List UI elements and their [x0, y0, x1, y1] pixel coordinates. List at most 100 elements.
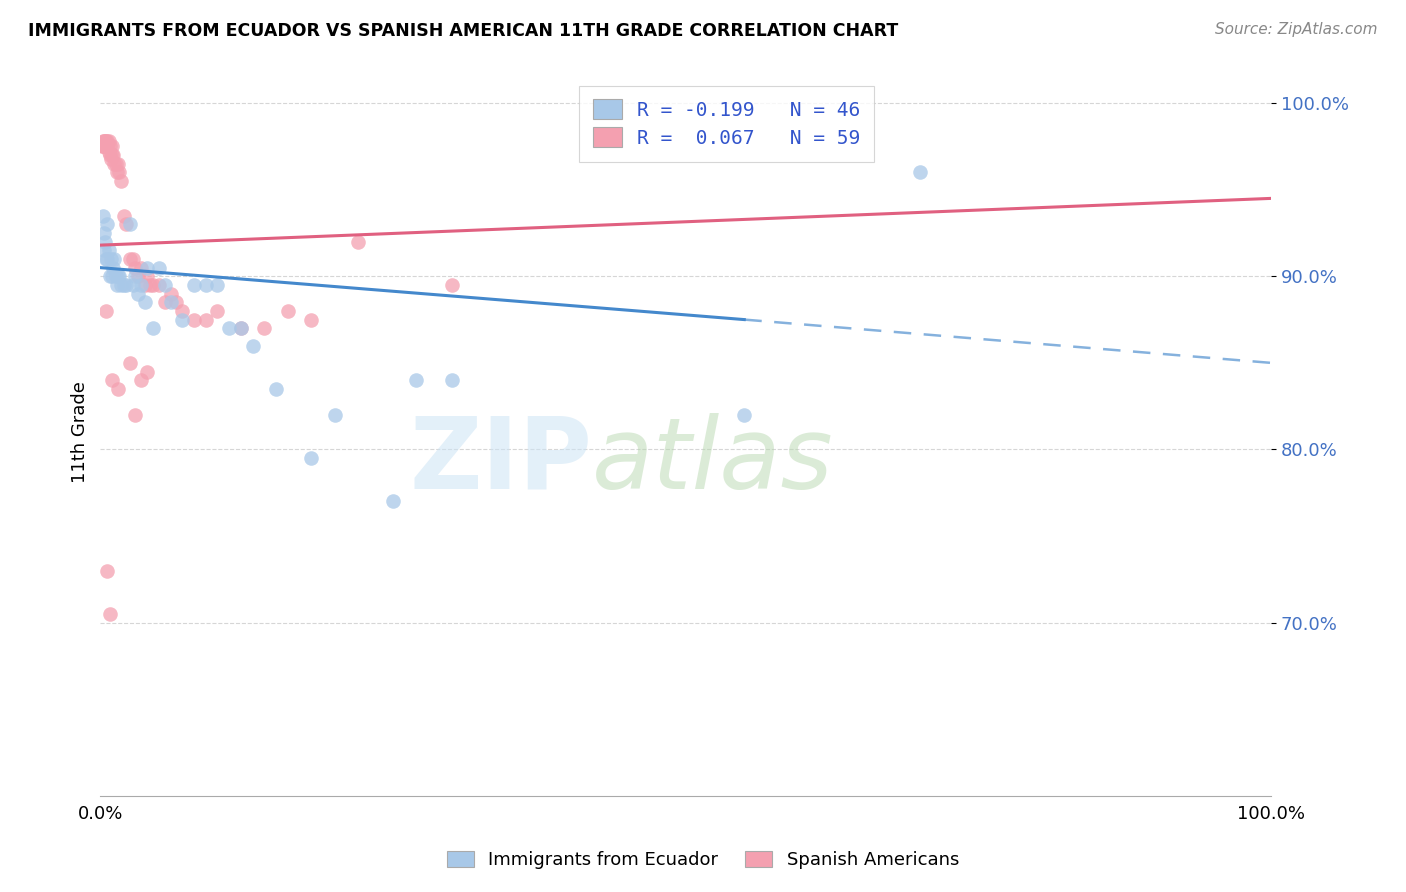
- Point: [299, 451, 322, 466]
- Point: [153, 277, 176, 292]
- Point: [165, 295, 187, 310]
- Point: [105, 165, 128, 179]
- Text: ZIP: ZIP: [409, 413, 592, 509]
- Point: [118, 252, 141, 266]
- Point: [98, 607, 121, 621]
- Point: [124, 408, 146, 422]
- Point: [124, 260, 146, 275]
- Point: [440, 277, 463, 292]
- Point: [183, 277, 205, 292]
- Point: [104, 157, 127, 171]
- Point: [110, 174, 132, 188]
- Legend: R = -0.199   N = 46, R =  0.067   N = 59: R = -0.199 N = 46, R = 0.067 N = 59: [579, 86, 875, 161]
- Point: [299, 312, 322, 326]
- Point: [100, 152, 122, 166]
- Point: [112, 277, 135, 292]
- Point: [131, 373, 153, 387]
- Point: [405, 373, 427, 387]
- Point: [98, 139, 121, 153]
- Point: [183, 312, 205, 326]
- Point: [91, 209, 114, 223]
- Point: [382, 494, 405, 508]
- Point: [97, 244, 120, 258]
- Point: [118, 218, 141, 232]
- Point: [159, 286, 181, 301]
- Point: [96, 218, 118, 232]
- Point: [148, 277, 170, 292]
- Point: [100, 252, 122, 266]
- Point: [218, 321, 240, 335]
- Point: [242, 338, 264, 352]
- Point: [96, 134, 118, 148]
- Point: [148, 260, 170, 275]
- Legend: Immigrants from Ecuador, Spanish Americans: Immigrants from Ecuador, Spanish America…: [437, 842, 969, 879]
- Point: [90, 139, 112, 153]
- Point: [194, 312, 217, 326]
- Point: [172, 312, 194, 326]
- Point: [136, 269, 159, 284]
- Point: [142, 277, 165, 292]
- Point: [122, 277, 145, 292]
- Point: [207, 277, 229, 292]
- Point: [101, 139, 124, 153]
- Point: [733, 408, 755, 422]
- Point: [229, 321, 252, 335]
- Point: [98, 148, 121, 162]
- Point: [101, 269, 124, 284]
- Point: [96, 139, 118, 153]
- Point: [347, 235, 370, 249]
- Point: [101, 373, 124, 387]
- Point: [136, 260, 159, 275]
- Text: IMMIGRANTS FROM ECUADOR VS SPANISH AMERICAN 11TH GRADE CORRELATION CHART: IMMIGRANTS FROM ECUADOR VS SPANISH AMERI…: [28, 22, 898, 40]
- Point: [94, 134, 117, 148]
- Point: [96, 139, 118, 153]
- Point: [115, 218, 138, 232]
- Point: [264, 382, 287, 396]
- Point: [97, 134, 120, 148]
- Point: [110, 277, 132, 292]
- Text: atlas: atlas: [592, 413, 834, 509]
- Y-axis label: 11th Grade: 11th Grade: [72, 381, 89, 483]
- Point: [118, 356, 141, 370]
- Point: [93, 134, 115, 148]
- Point: [253, 321, 276, 335]
- Point: [172, 304, 194, 318]
- Point: [134, 277, 156, 292]
- Point: [96, 564, 118, 578]
- Point: [93, 139, 115, 153]
- Point: [159, 295, 181, 310]
- Point: [91, 134, 114, 148]
- Point: [96, 252, 118, 266]
- Point: [103, 260, 125, 275]
- Point: [103, 157, 125, 171]
- Point: [194, 277, 217, 292]
- Point: [101, 148, 124, 162]
- Point: [91, 139, 114, 153]
- Point: [103, 148, 125, 162]
- Point: [96, 252, 118, 266]
- Point: [93, 226, 115, 240]
- Point: [127, 269, 149, 284]
- Point: [908, 165, 931, 179]
- Point: [112, 209, 135, 223]
- Point: [94, 139, 117, 153]
- Point: [105, 277, 128, 292]
- Point: [107, 269, 129, 284]
- Point: [142, 321, 165, 335]
- Point: [131, 260, 153, 275]
- Point: [124, 269, 146, 284]
- Point: [103, 252, 125, 266]
- Point: [108, 269, 131, 284]
- Point: [136, 365, 159, 379]
- Point: [107, 157, 129, 171]
- Point: [127, 286, 149, 301]
- Point: [97, 145, 120, 159]
- Point: [229, 321, 252, 335]
- Point: [277, 304, 299, 318]
- Point: [134, 295, 156, 310]
- Point: [96, 134, 118, 148]
- Point: [98, 269, 121, 284]
- Point: [115, 277, 138, 292]
- Point: [138, 277, 160, 292]
- Point: [131, 277, 153, 292]
